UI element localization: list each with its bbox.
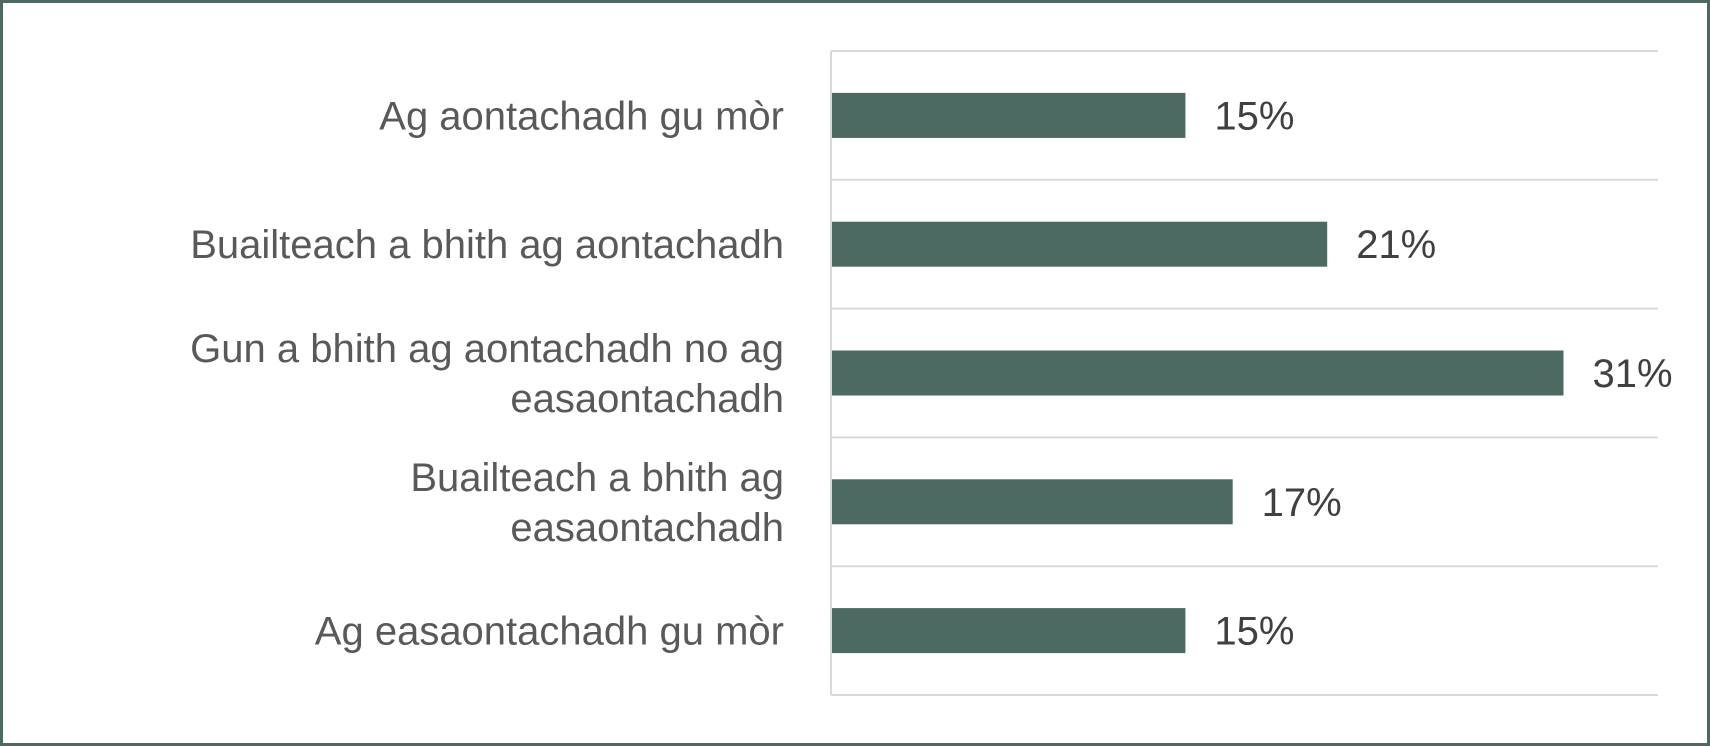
value-label: 15% xyxy=(1214,610,1294,654)
gridlines xyxy=(831,50,1658,696)
bar-chart: Ag aontachadh gu mòr Buailteach a bhith a… xyxy=(190,50,1673,696)
bars xyxy=(831,92,1564,654)
bar xyxy=(831,221,1328,267)
value-label: 31% xyxy=(1592,352,1672,396)
bar xyxy=(831,350,1564,396)
bar xyxy=(831,92,1186,138)
value-label: 15% xyxy=(1214,94,1294,138)
category-label: Gun a bhith ag aontachadh no ag easaontac… xyxy=(190,327,784,421)
category-label: Buailteach a bhith ag aontachadh xyxy=(190,223,784,267)
category-label: Ag easaontachadh gu mòr xyxy=(315,610,784,654)
value-label: 21% xyxy=(1356,223,1436,267)
bar xyxy=(831,608,1186,654)
value-label: 17% xyxy=(1262,481,1342,525)
category-labels: Ag aontachadh gu mòr Buailteach a bhith a… xyxy=(190,94,784,653)
category-label: Buailteach a bhith ag easaontachadh xyxy=(410,456,784,550)
bar xyxy=(831,479,1233,525)
value-labels: 15% 21% 31% 17% 15% xyxy=(1214,94,1672,653)
category-label: Ag aontachadh gu mòr xyxy=(379,94,784,138)
